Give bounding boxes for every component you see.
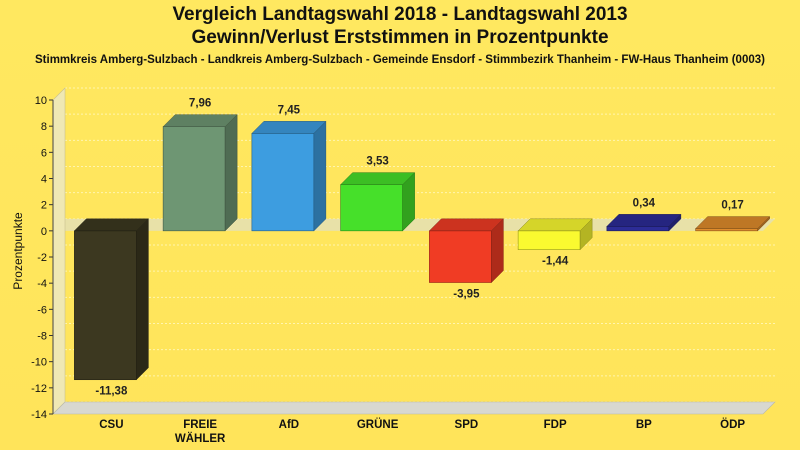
data-label: 0,17 xyxy=(721,200,743,212)
bar-side xyxy=(136,218,149,381)
bar-top xyxy=(695,216,771,229)
data-label: 3,53 xyxy=(366,156,388,168)
bar-top xyxy=(251,121,327,134)
y-tick-label: 6 xyxy=(41,147,47,159)
chart-subtitle: Stimmkreis Amberg-Sulzbach - Landkreis A… xyxy=(35,54,765,66)
x-tick-label: BP xyxy=(636,419,652,431)
bar-fdp xyxy=(517,230,581,250)
bar-top xyxy=(73,218,149,232)
left-wall xyxy=(52,87,66,415)
x-tick-label: FREIE xyxy=(183,419,217,431)
bar-top xyxy=(340,172,416,185)
data-label: 0,34 xyxy=(633,197,656,209)
y-tick-label: 0 xyxy=(41,226,47,238)
x-tick-label: FDP xyxy=(544,419,567,431)
y-tick-label: -6 xyxy=(37,304,47,316)
bar-top xyxy=(162,114,238,127)
bar-bp xyxy=(606,226,670,232)
x-tick-label: CSU xyxy=(99,419,123,431)
y-tick-label: -12 xyxy=(31,383,47,395)
y-tick-label: -10 xyxy=(31,357,47,369)
y-axis-title: Prozentpunkte xyxy=(11,212,25,290)
bar-ödp xyxy=(695,228,758,232)
data-label: 7,96 xyxy=(189,98,211,110)
x-tick-label: ÖDP xyxy=(720,418,745,431)
bar-top xyxy=(428,218,504,232)
data-label: -11,38 xyxy=(95,386,128,398)
chart-title-line2: Gewinn/Verlust Erststimmen in Prozentpun… xyxy=(191,27,609,48)
data-label: -1,44 xyxy=(542,256,569,268)
bar-freie xyxy=(162,126,226,232)
y-tick-label: -2 xyxy=(37,252,47,264)
bar-afd xyxy=(251,133,315,232)
data-label: 7,45 xyxy=(278,104,301,116)
y-tick-label: -8 xyxy=(37,331,47,343)
floor xyxy=(52,401,776,415)
y-tick-label: 2 xyxy=(41,200,47,212)
chart-title: Vergleich Landtagswahl 2018 - Landtagswa… xyxy=(172,4,628,25)
bar-top xyxy=(606,214,682,227)
bar-grüne xyxy=(340,184,403,232)
bar-csu xyxy=(74,230,137,381)
x-tick-label: SPD xyxy=(455,419,479,431)
x-tick-label: GRÜNE xyxy=(357,418,399,431)
y-tick-label: -4 xyxy=(37,278,47,290)
bar-side xyxy=(224,114,238,232)
x-tick-label: AfD xyxy=(279,419,299,431)
y-tick-label: 4 xyxy=(41,174,47,186)
data-label: -3,95 xyxy=(453,289,480,301)
y-tick-label: 8 xyxy=(41,121,47,133)
bar-top xyxy=(517,218,593,232)
bar-side xyxy=(313,120,327,232)
y-tick-label: -14 xyxy=(31,409,47,421)
y-tick-label: 10 xyxy=(35,95,47,107)
bar-spd xyxy=(429,230,492,283)
x-tick-label-line2: WÄHLER xyxy=(175,432,226,445)
